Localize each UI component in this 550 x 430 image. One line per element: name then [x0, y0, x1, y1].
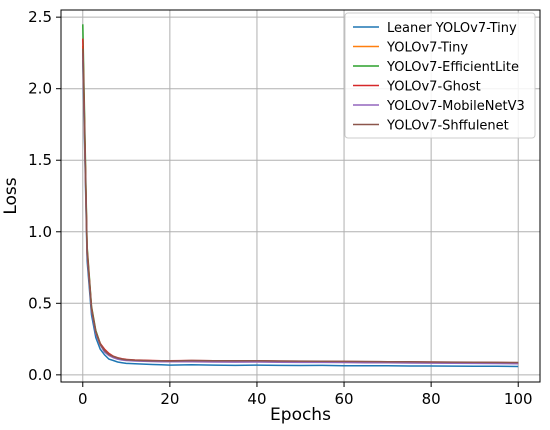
series-lines — [82, 24, 519, 368]
x-axis-ticks: 0 20 40 60 80 100 — [78, 382, 533, 408]
x-tick-label: 20 — [160, 390, 179, 408]
x-tick-label: 0 — [78, 390, 88, 408]
y-tick-label: 2.5 — [28, 8, 52, 26]
legend-label: YOLOv7-Shffulenet — [386, 119, 509, 134]
y-axis-ticks: 0.0 0.5 1.0 1.5 2.0 2.5 — [28, 8, 61, 384]
x-tick-label: 80 — [422, 390, 441, 408]
x-tick-label: 40 — [247, 390, 266, 408]
x-axis-label: Epochs — [270, 405, 331, 425]
legend-frame — [344, 12, 536, 139]
legend-label: YOLOv7-Ghost — [386, 80, 481, 95]
legend: Leaner YOLOv7-Tiny YOLOv7-Tiny YOLOv7-Effi… — [344, 12, 536, 139]
y-tick-label: 0.5 — [28, 294, 52, 312]
series-line-5 — [82, 52, 519, 365]
plot-area-frame — [60, 9, 541, 383]
legend-label: YOLOv7-EfficientLite — [386, 60, 519, 75]
series-line-6 — [82, 48, 519, 364]
x-tick-label: 100 — [504, 390, 533, 408]
y-tick-label: 1.0 — [28, 223, 52, 241]
y-tick-label: 0.0 — [28, 366, 52, 384]
y-axis-label: Loss — [1, 177, 21, 214]
legend-label: YOLOv7-Tiny — [386, 41, 468, 56]
legend-label: Leaner YOLOv7-Tiny — [387, 21, 517, 36]
y-tick-label: 1.5 — [28, 151, 52, 169]
series-line-1 — [82, 60, 519, 368]
x-tick-label: 60 — [334, 390, 353, 408]
legend-label: YOLOv7-MobileNetV3 — [386, 99, 525, 114]
y-tick-label: 2.0 — [28, 80, 52, 98]
